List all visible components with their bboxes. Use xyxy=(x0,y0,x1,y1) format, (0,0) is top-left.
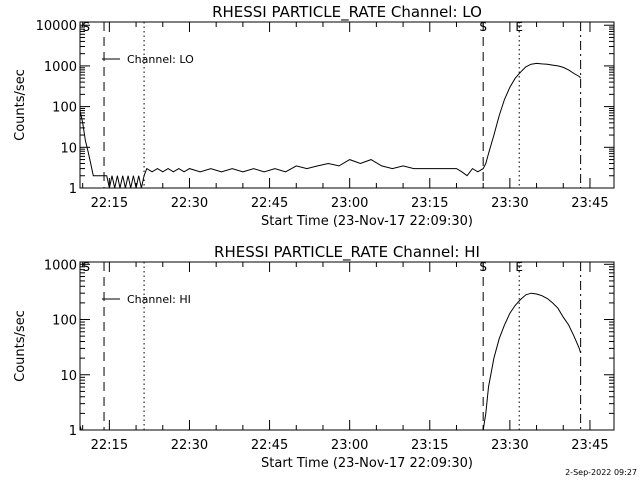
x-tick-label: 23:30 xyxy=(491,196,528,211)
x-tick-label: 23:00 xyxy=(331,196,368,211)
x-axis-label: Start Time (23-Nov-17 22:09:30) xyxy=(261,456,473,471)
series-line xyxy=(79,62,581,189)
series-line xyxy=(79,425,82,431)
timestamp: 2-Sep-2022 09:27 xyxy=(565,468,637,477)
y-tick-label: 1000 xyxy=(44,60,77,75)
chart-panel-2: RHESSI PARTICLE_RATE Channel: HI 1 10 100 10… xyxy=(13,243,615,471)
time-marker-label: S xyxy=(82,260,90,274)
x-tick-label: 23:15 xyxy=(411,196,448,211)
time-marker-label: S xyxy=(479,260,487,274)
plot-frame xyxy=(79,21,615,189)
x-tick-label: 22:30 xyxy=(171,438,208,453)
legend-label: Channel: LO xyxy=(127,53,194,66)
y-axis-label: Counts/sec xyxy=(13,69,28,141)
plot-frame xyxy=(79,261,615,431)
x-tick-label: 22:15 xyxy=(91,196,128,211)
x-tick-label: 22:45 xyxy=(251,196,288,211)
time-marker-label: E xyxy=(515,260,523,274)
time-marker-label: S xyxy=(82,20,90,34)
chart-panel-1: RHESSI PARTICLE_RATE Channel: LO 1 10 100 10… xyxy=(13,3,615,229)
y-axis-label: Counts/sec xyxy=(13,310,28,382)
x-tick-label: 23:00 xyxy=(331,438,368,453)
x-tick-label: 22:30 xyxy=(171,196,208,211)
chart-title: RHESSI PARTICLE_RATE Channel: LO xyxy=(212,3,482,22)
y-tick-label: 100 xyxy=(52,101,77,116)
x-tick-label: 23:45 xyxy=(571,438,608,453)
x-tick-label: 23:45 xyxy=(571,196,608,211)
y-tick-label: 1 xyxy=(69,182,77,197)
legend-label: Channel: HI xyxy=(127,293,191,306)
time-marker-label: E xyxy=(515,20,523,34)
y-tick-label: 1000 xyxy=(44,258,77,273)
x-tick-label: 23:15 xyxy=(411,438,448,453)
x-tick-label: 23:30 xyxy=(491,438,528,453)
time-marker-label: S xyxy=(479,20,487,34)
y-tick-label: 10000 xyxy=(36,19,77,34)
chart-title: RHESSI PARTICLE_RATE Channel: HI xyxy=(214,243,480,262)
x-tick-label: 22:45 xyxy=(251,438,288,453)
x-tick-label: 22:15 xyxy=(91,438,128,453)
y-tick-label: 100 xyxy=(52,314,77,329)
y-tick-label: 10 xyxy=(60,369,77,384)
x-axis-label: Start Time (23-Nov-17 22:09:30) xyxy=(261,214,473,229)
y-tick-label: 10 xyxy=(60,141,77,156)
y-tick-label: 1 xyxy=(69,424,77,439)
series-line xyxy=(482,292,582,431)
